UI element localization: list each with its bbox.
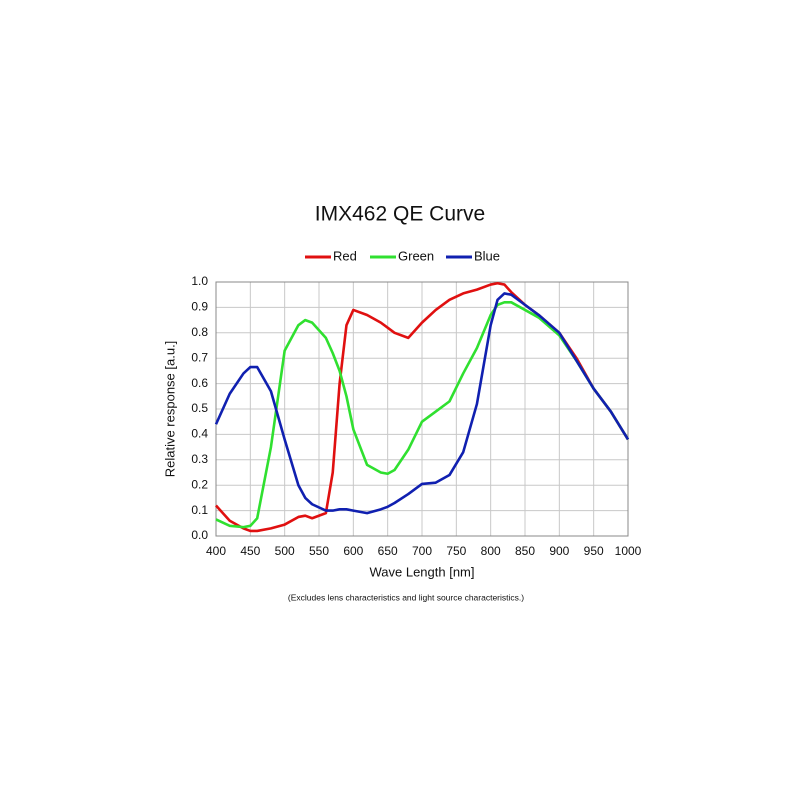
y-tick-label: 0.8 [191, 325, 208, 339]
x-tick-label: 850 [515, 544, 535, 558]
chart-title: IMX462 QE Curve [315, 203, 485, 226]
y-tick-label: 0.7 [191, 350, 208, 364]
y-tick-label: 0.5 [191, 401, 208, 415]
x-tick-label: 950 [584, 544, 604, 558]
x-tick-label: 800 [481, 544, 501, 558]
y-tick-label: 0.0 [191, 528, 208, 542]
y-tick-label: 0.3 [191, 452, 208, 466]
x-tick-label: 450 [240, 544, 260, 558]
plot-border [215, 281, 629, 537]
x-tick-label: 550 [309, 544, 329, 558]
x-tick-label: 700 [412, 544, 432, 558]
x-tick-label: 500 [275, 544, 295, 558]
line-series [214, 292, 630, 515]
x-tick-label: 600 [343, 544, 363, 558]
line-series [215, 301, 630, 529]
x-tick-label: 400 [206, 544, 226, 558]
footnote: (Excludes lens characteristics and light… [288, 592, 524, 602]
y-tick-label: 0.2 [191, 477, 208, 491]
x-axis-label: Wave Length [nm] [369, 564, 474, 579]
legend-label: Green [398, 248, 434, 263]
y-tick-label: 0.6 [191, 376, 208, 390]
x-tick-label: 900 [549, 544, 569, 558]
x-tick-label: 1000 [615, 544, 642, 558]
y-tick-label: 0.9 [191, 300, 208, 314]
y-tick-label: 0.1 [191, 503, 208, 517]
y-axis-label: Relative response [a.u.] [162, 341, 177, 478]
legend-label: Blue [474, 248, 500, 263]
y-tick-label: 1.0 [191, 274, 208, 288]
x-tick-label: 750 [446, 544, 466, 558]
legend-label: Red [333, 248, 357, 263]
y-tick-label: 0.4 [191, 427, 208, 441]
x-tick-label: 650 [378, 544, 398, 558]
